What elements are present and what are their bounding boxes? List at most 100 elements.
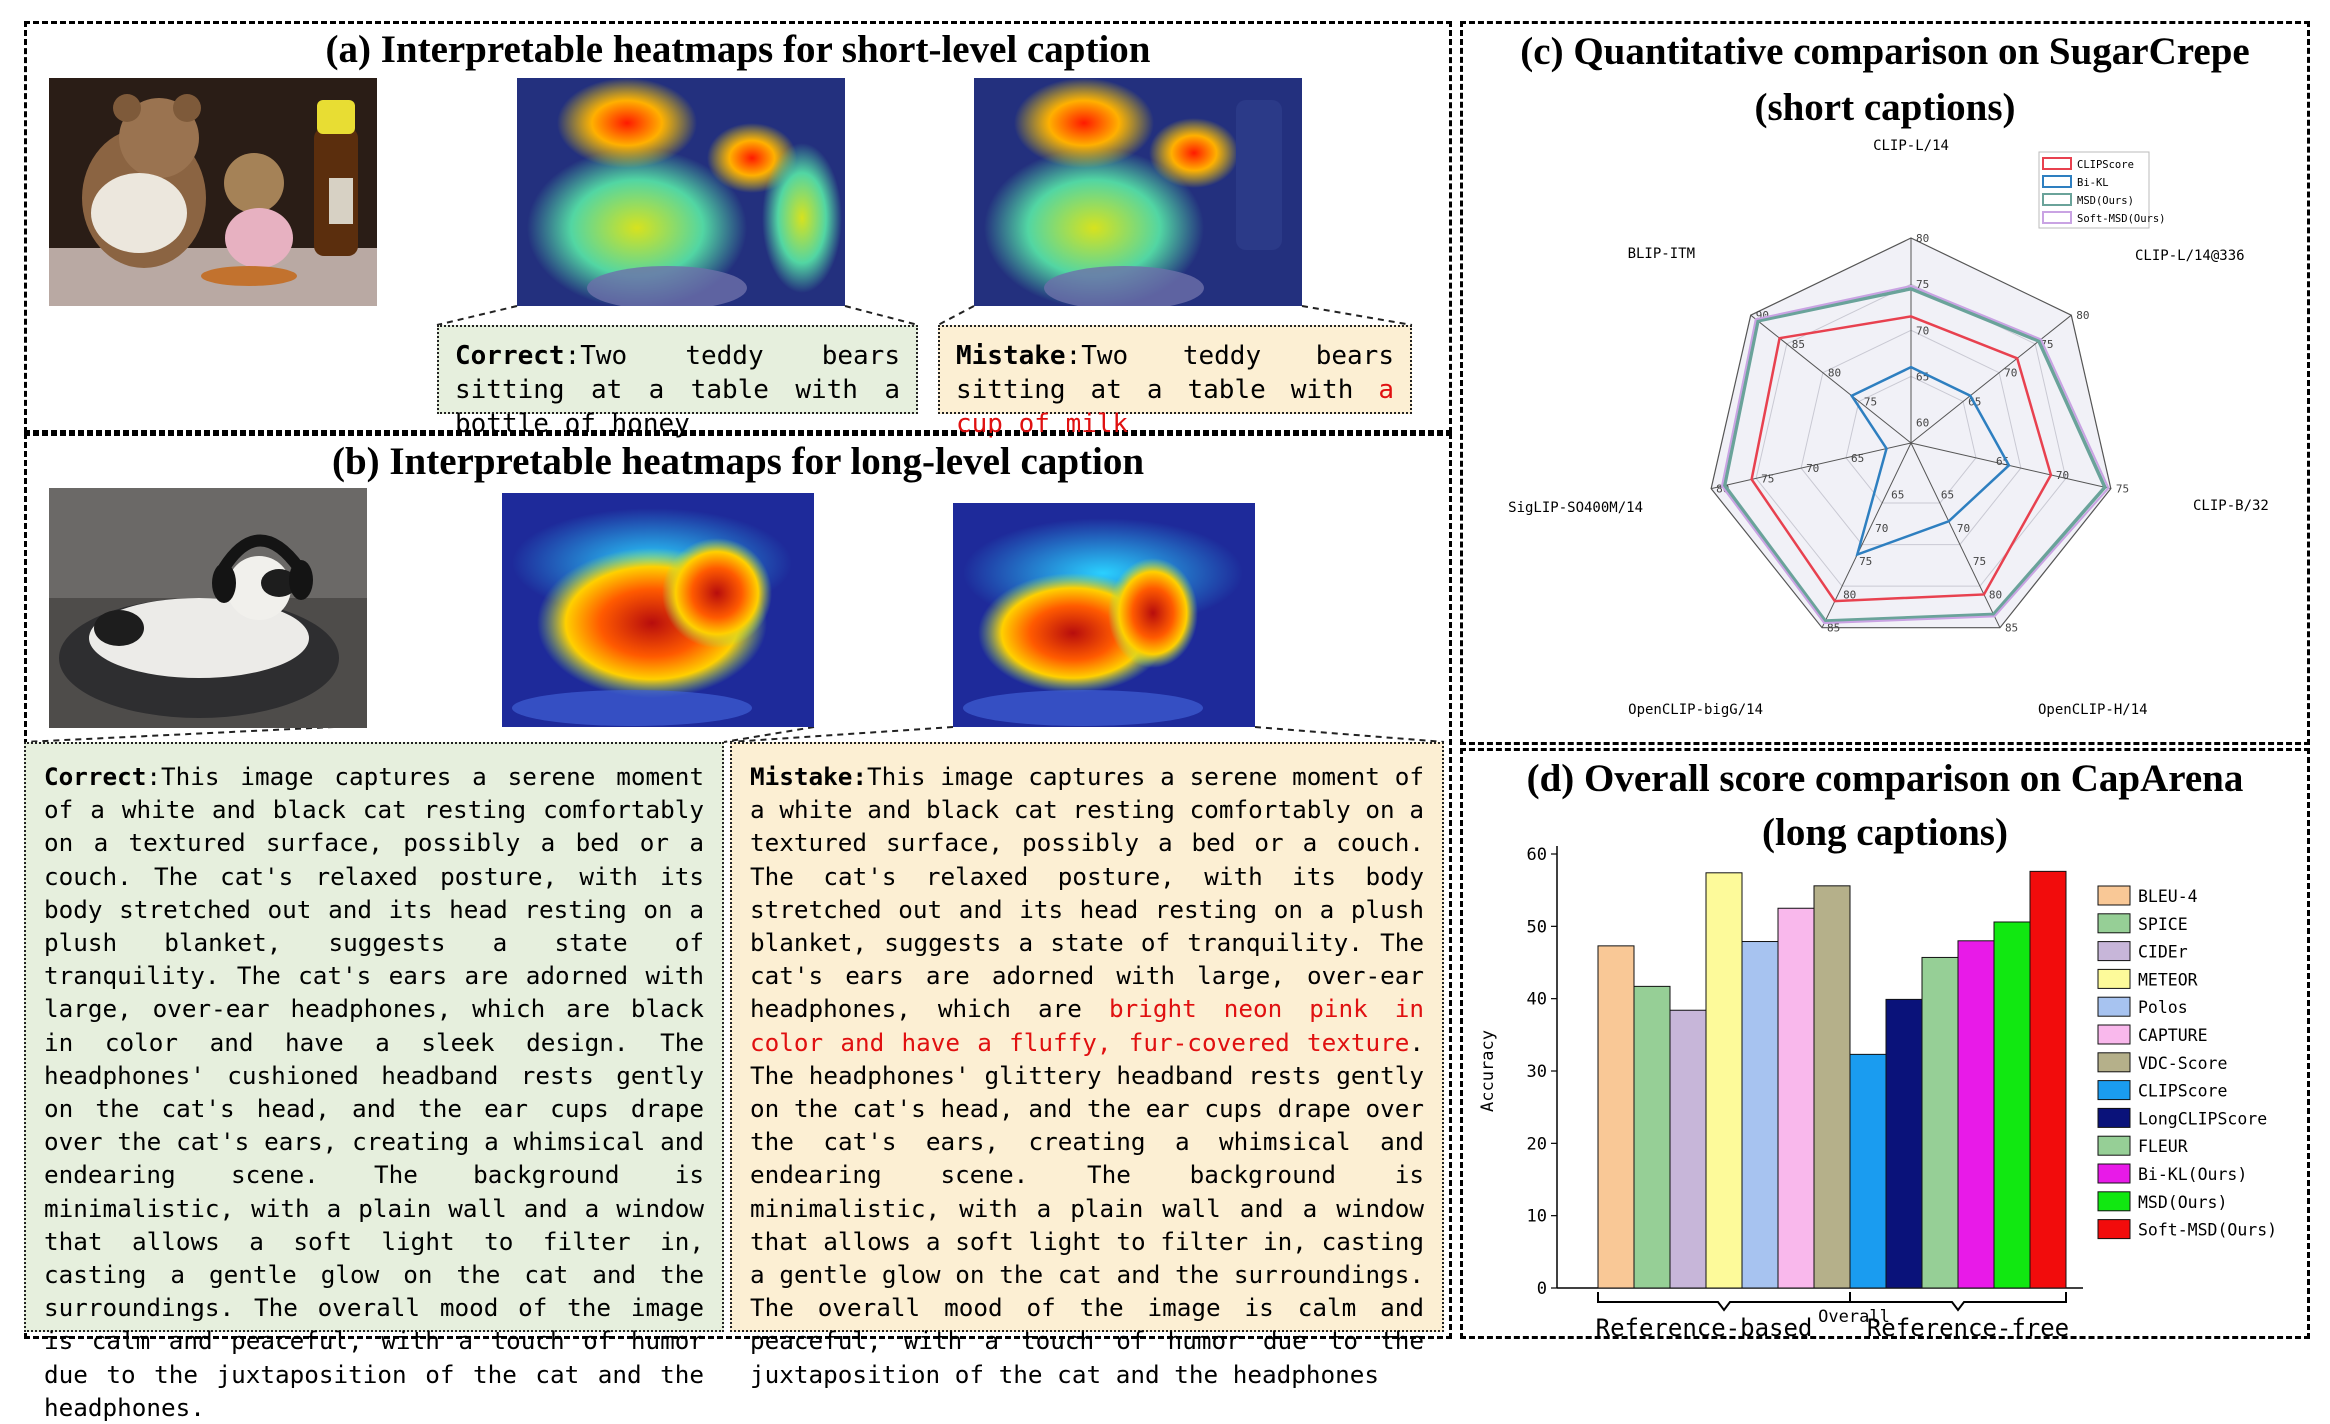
- bar-legend-label-9: FLEUR: [2138, 1137, 2188, 1156]
- radar-axis-line-2: [1910, 442, 2111, 490]
- radar-tick-label: 85: [1792, 338, 1805, 351]
- teddy-bears-heatmap-correct: [517, 78, 845, 306]
- bar-legend-swatch-10: [2097, 1163, 2131, 1184]
- radar-tick-label: 80: [1843, 588, 1856, 601]
- bar-y-tick-label: 50: [1527, 917, 1547, 937]
- bar-legend-swatch-12: [2097, 1219, 2131, 1240]
- bar-legend-swatch-9: [2097, 1135, 2131, 1156]
- cat-heatmap-correct: [502, 493, 814, 727]
- radar-axis-line-6: [1750, 314, 1912, 444]
- bar-legend-swatch-11: [2097, 1191, 2131, 1212]
- long-correct-label: Correct: [44, 762, 147, 791]
- radar-axis-line-1: [1910, 314, 2072, 444]
- radar-tick-label: 80: [2076, 309, 2089, 322]
- bar-group-label-0: Reference-based: [1596, 1314, 1813, 1338]
- radar-legend-label-3: Soft-MSD(Ours): [2077, 213, 2166, 225]
- bar-legend-swatch-6: [2097, 1052, 2131, 1073]
- radar-legend-swatch-3: [2042, 211, 2072, 224]
- radar-tick-label: 70: [2004, 367, 2017, 380]
- radar-tick-label: 70: [2056, 469, 2069, 482]
- bar-y-tick-label: 40: [1527, 990, 1547, 1010]
- panel-d-title-line2: (long captions): [1762, 811, 2008, 854]
- panel-c-title-line2: (short captions): [1754, 86, 2016, 129]
- radar-axis-label-6: BLIP-ITM: [1628, 246, 1695, 262]
- bar-11: [1993, 921, 2031, 1289]
- radar-tick-label: 75: [1864, 395, 1877, 408]
- radar-tick-label: 70: [1957, 522, 1970, 535]
- radar-series-1: [1849, 365, 2011, 557]
- bar-0: [1597, 945, 1635, 1289]
- teddy-bears-heatmap-mistake: [974, 78, 1302, 306]
- bar-group-label-1: Reference-free: [1867, 1314, 2069, 1338]
- bar-5: [1777, 907, 1815, 1289]
- cat-heatmap-mistake: [953, 503, 1255, 727]
- radar-tick-label: 75: [1761, 472, 1774, 485]
- bar-legend-label-6: VDC-Score: [2138, 1054, 2227, 1073]
- bar-legend-swatch-5: [2097, 1024, 2131, 1045]
- bar-12: [2029, 870, 2067, 1289]
- radar-axis-label-2: CLIP-B/32: [2193, 498, 2269, 514]
- panel-a: (a) Interpretable heatmaps for short-lev…: [24, 21, 1452, 433]
- long-mistake-text-1: This image captures a serene moment of a…: [750, 762, 1424, 1024]
- bar-legend-label-10: Bi-KL(Ours): [2138, 1165, 2247, 1184]
- radar-tick-label: 75: [1916, 278, 1929, 291]
- long-mistake-label: Mistake:: [750, 762, 868, 791]
- bar-2: [1669, 1009, 1707, 1289]
- bar-6: [1813, 885, 1851, 1289]
- radar-tick-label: 70: [1916, 324, 1929, 337]
- radar-axis-line-4: [1821, 442, 1912, 628]
- bar-legend-swatch-0: [2097, 885, 2131, 906]
- mistake-caption-text: Two teddy bears sitting at a table with: [956, 341, 1394, 405]
- radar-axis-label-5: SigLIP-SO400M/14: [1508, 500, 1643, 516]
- brace-reference-free: [1849, 1292, 2067, 1312]
- radar-chart: 6065707580657075806570756570758085657075…: [1508, 138, 2269, 718]
- panel-d-title-line1: (d) Overall score comparison on CapArena: [1526, 757, 2244, 800]
- bar-1: [1633, 985, 1671, 1289]
- bar-legend-label-11: MSD(Ours): [2138, 1193, 2227, 1212]
- radar-legend-swatch-1: [2042, 175, 2072, 188]
- radar-axis-label-0: CLIP-L/14: [1873, 138, 1949, 154]
- bar-y-tick-label: 20: [1527, 1134, 1547, 1154]
- panel-d: (d) Overall score comparison on CapArena…: [1460, 748, 2310, 1339]
- long-caption-correct: Correct:This image captures a serene mom…: [24, 742, 724, 1422]
- bar-legend-swatch-7: [2097, 1080, 2131, 1101]
- radar-legend-swatch-2: [2042, 193, 2072, 206]
- radar-series-3: [1720, 284, 2110, 625]
- radar-tick-label: 60: [1916, 417, 1929, 430]
- bar-chart: 0 10 20 30 40 50 60 Accuracy Reference-based Refe…: [1478, 845, 2277, 1338]
- panel-b-title: (b) Interpretable heatmaps for long-leve…: [331, 440, 1145, 483]
- bar-legend-swatch-3: [2097, 968, 2131, 989]
- bar-y-tick-label: 30: [1527, 1062, 1547, 1082]
- radar-axis-label-4: OpenCLIP-bigG/14: [1628, 702, 1763, 718]
- radar-tick-label: 75: [2116, 483, 2129, 496]
- bar-y-tick-label: 0: [1537, 1279, 1547, 1299]
- bar-legend-label-8: LongCLIPScore: [2138, 1109, 2267, 1128]
- long-mistake-text-2: . The headphones' glittery headband rest…: [750, 1027, 1424, 1389]
- long-mistake-highlight: bright neon pink in color and have a flu…: [750, 994, 1424, 1057]
- radar-tick-label: 65: [1891, 489, 1904, 502]
- radar-tick-label: 65: [1851, 452, 1864, 465]
- bar-legend-label-0: BLEU-4: [2138, 887, 2198, 906]
- radar-tick-label: 70: [1875, 522, 1888, 535]
- radar-tick-label: 85: [2005, 622, 2018, 635]
- panel-a-connector-lines: [23, 305, 1445, 743]
- long-caption-mistake: Mistake:This image captures a serene mom…: [730, 742, 1444, 1389]
- radar-tick-label: 80: [1916, 232, 1929, 245]
- radar-tick-label: 65: [1941, 489, 1954, 502]
- bar-7: [1849, 1053, 1887, 1289]
- radar-tick-label: 80: [1828, 367, 1841, 380]
- bar-10: [1957, 940, 1995, 1289]
- radar-grid-ring-1: [1800, 329, 2022, 546]
- teddy-bears-photo: [49, 78, 377, 306]
- radar-axis-line-5: [1711, 442, 1912, 490]
- brace-reference-based: [1597, 1292, 1851, 1312]
- bar-legend-label-1: SPICE: [2138, 915, 2188, 934]
- bar-4: [1741, 941, 1779, 1289]
- radar-axis-label-1: CLIP-L/14@336: [2135, 248, 2245, 264]
- bar-legend-label-5: CAPTURE: [2138, 1026, 2208, 1045]
- bar-3: [1705, 872, 1743, 1289]
- radar-axis-label-3: OpenCLIP-H/14: [2038, 702, 2148, 718]
- bar-y-tick-label: 10: [1527, 1207, 1547, 1227]
- radar-series-2: [1722, 286, 2107, 623]
- cat-photo: [49, 488, 367, 728]
